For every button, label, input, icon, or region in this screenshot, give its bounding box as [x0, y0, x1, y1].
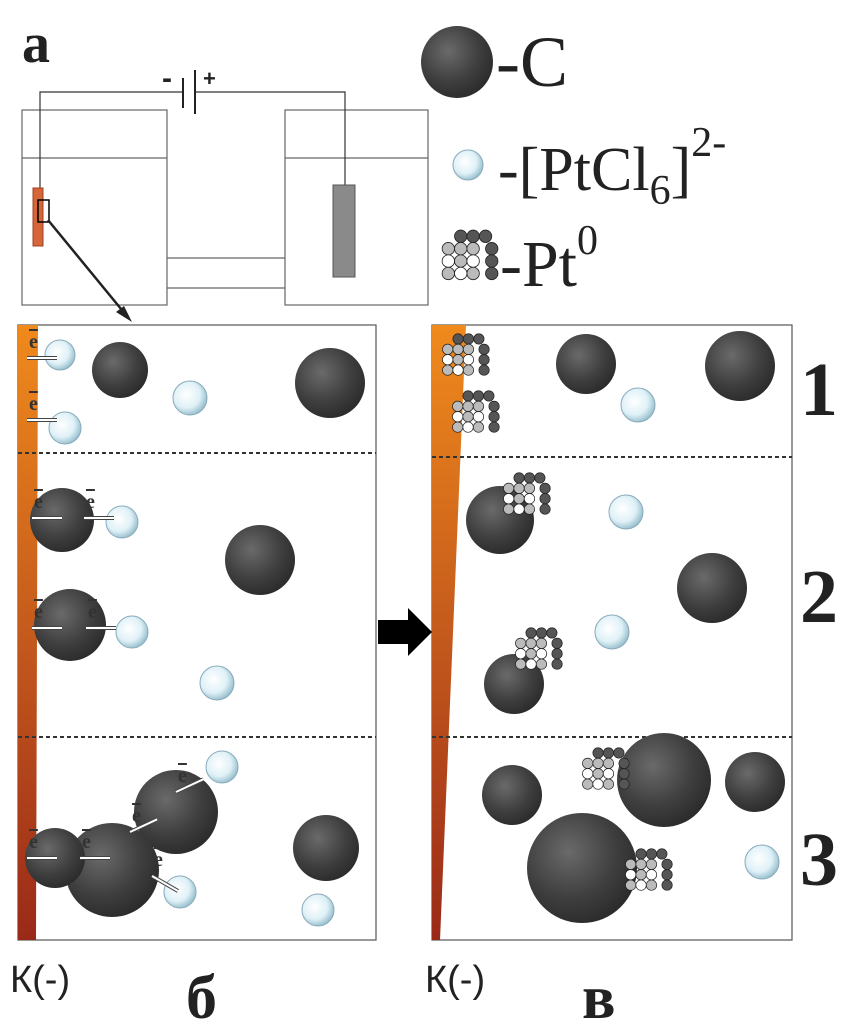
legend-sup: 0	[577, 218, 598, 264]
zoom-arrow	[48, 220, 126, 315]
panel-label: в	[582, 964, 615, 1028]
cell	[22, 70, 428, 305]
carbon-particle	[617, 733, 711, 827]
ptcl6-ion	[116, 616, 148, 648]
ptcl6-ion	[164, 876, 196, 908]
carbon-particle	[527, 813, 637, 923]
carbon-particle	[225, 525, 295, 595]
legend-text: -Pt0	[500, 218, 598, 301]
electron-label: e	[29, 831, 38, 853]
legend-text: -[PtCl6]2-	[498, 120, 726, 214]
carbon-particle	[295, 348, 365, 418]
wire	[195, 92, 345, 185]
carbon-particle	[482, 765, 542, 825]
panel-label: б	[186, 964, 217, 1028]
transition-arrow	[378, 608, 432, 656]
electron-label: e	[178, 765, 187, 787]
carbon-particle	[556, 334, 616, 394]
ptcl6-ion	[106, 506, 138, 538]
legend-sup: 2-	[691, 120, 726, 166]
diagram: - + а -C -[PtCl6]2- -Pt0 eeeeeeeeeee 1 2…	[0, 0, 848, 1028]
electron-label: e	[88, 601, 97, 623]
battery-plus: +	[203, 66, 216, 91]
legend-sub: 6	[650, 168, 671, 214]
row-label: 3	[800, 818, 838, 902]
electron-label: e	[29, 393, 38, 415]
electron-label: e	[86, 491, 95, 513]
carbon-particle	[677, 553, 747, 623]
battery-minus: -	[162, 62, 172, 95]
wire	[40, 92, 183, 188]
row-label: 1	[800, 348, 838, 432]
ptcl6-ion	[200, 666, 234, 700]
electron-label: e	[132, 805, 141, 827]
carbon-particle	[293, 815, 359, 881]
ptcl6-ion	[302, 894, 334, 926]
carbon-particle	[725, 752, 785, 812]
cathode-label: К(-)	[10, 959, 70, 1001]
carbon-particle	[34, 589, 106, 661]
row-label: 2	[800, 555, 838, 639]
legend-text: -C	[496, 22, 568, 102]
electron-label: e	[154, 849, 163, 871]
legend-part: -Pt	[500, 228, 577, 301]
electron-label: e	[82, 831, 91, 853]
ptcl6-ion	[49, 412, 81, 444]
beaker	[285, 110, 428, 305]
ptcl6-ion	[745, 845, 779, 879]
pt-cluster	[503, 473, 550, 515]
pt-cluster	[515, 628, 562, 670]
legend-part: ]	[671, 136, 692, 204]
arrow-head	[116, 306, 132, 322]
ptcl6-ion	[173, 381, 207, 415]
ptcl6-ion	[621, 388, 655, 422]
legend-carbon-icon	[421, 26, 493, 98]
anode	[333, 185, 355, 277]
legend-pt-icon	[442, 230, 498, 280]
pt-cluster	[582, 748, 629, 790]
legend-part: -[PtCl	[498, 136, 650, 204]
electron-label: e	[34, 601, 43, 623]
electron-label: e	[29, 331, 38, 353]
ptcl6-ion	[45, 340, 75, 370]
carbon-particle	[705, 331, 775, 401]
ptcl6-ion	[206, 751, 238, 783]
carbon-particle	[92, 342, 148, 398]
legend-ptcl6-icon	[453, 150, 483, 180]
panel-label: а	[22, 13, 50, 75]
ptcl6-ion	[609, 495, 643, 529]
cathode-label: К(-)	[425, 959, 485, 1001]
ptcl6-ion	[595, 615, 629, 649]
electron-label: e	[34, 491, 43, 513]
